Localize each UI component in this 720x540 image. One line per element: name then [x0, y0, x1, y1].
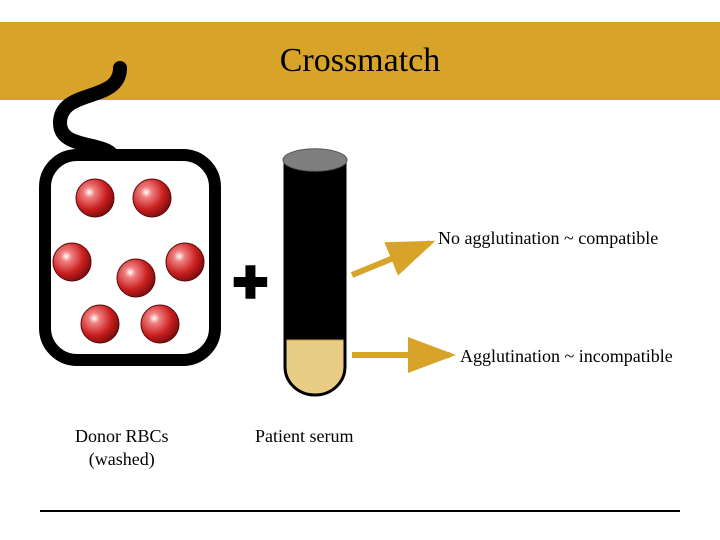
tube-cap — [283, 149, 347, 172]
label-donor-line1: Donor RBCs — [75, 426, 169, 446]
rbc-cell — [141, 305, 179, 343]
squiggle-connector — [60, 68, 120, 163]
plus-icon: ✚ — [232, 258, 269, 309]
footer-divider — [40, 510, 680, 512]
rbc-cell — [76, 179, 114, 217]
result-incompatible: Agglutination ~ incompatible — [460, 346, 673, 367]
rbc-cell — [133, 179, 171, 217]
rbc-cell — [117, 259, 155, 297]
label-donor-line2: (washed) — [89, 449, 155, 469]
rbc-cell — [81, 305, 119, 343]
arrow-compatible — [352, 243, 430, 275]
result-compatible: No agglutination ~ compatible — [438, 228, 658, 249]
rbc-cell — [53, 243, 91, 281]
rbc-cell — [166, 243, 204, 281]
label-donor-rbcs: Donor RBCs (washed) — [75, 425, 169, 472]
label-patient-serum: Patient serum — [255, 425, 353, 448]
